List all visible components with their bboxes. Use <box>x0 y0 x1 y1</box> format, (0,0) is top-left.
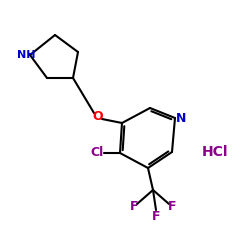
Text: Cl: Cl <box>90 146 104 160</box>
Text: F: F <box>168 200 176 213</box>
Text: F: F <box>130 200 138 213</box>
Text: NH: NH <box>17 50 35 60</box>
Text: O: O <box>93 110 103 124</box>
Text: HCl: HCl <box>202 145 228 159</box>
Text: N: N <box>176 112 186 124</box>
Text: F: F <box>152 210 160 222</box>
